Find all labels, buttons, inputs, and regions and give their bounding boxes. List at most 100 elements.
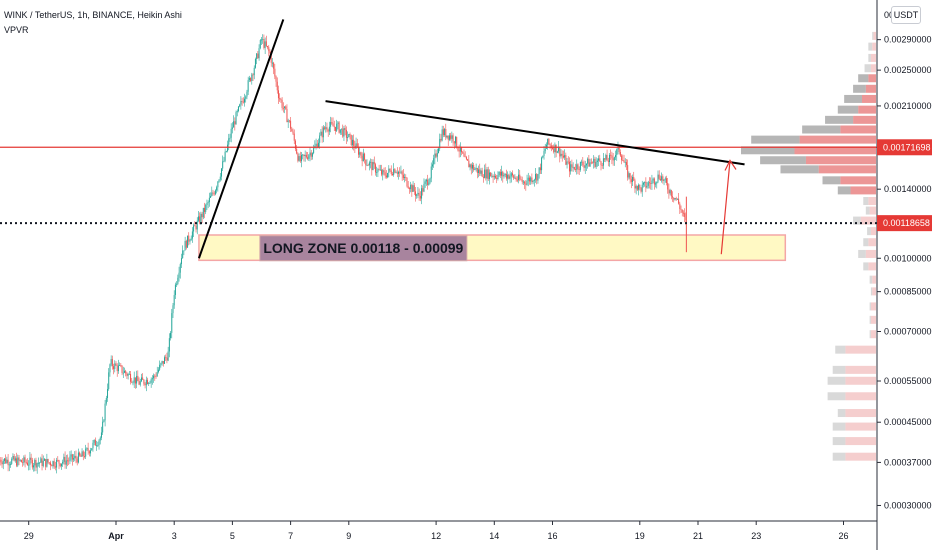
candle-body <box>139 381 141 385</box>
candle-body <box>165 357 167 359</box>
currency-button[interactable]: USDT <box>891 6 921 24</box>
vp-bar-down <box>840 176 876 185</box>
vp-bar-up <box>832 452 846 461</box>
candle-body <box>478 169 480 173</box>
candle-body <box>450 135 452 139</box>
vp-bar-up <box>837 105 859 114</box>
vp-bar-up <box>827 376 846 385</box>
candle-body <box>8 464 10 466</box>
candle-body <box>39 462 41 464</box>
candle-body <box>245 96 247 99</box>
vp-bar-down <box>845 422 876 431</box>
candle-body <box>562 155 564 158</box>
candle-body <box>413 185 415 192</box>
candle-body <box>341 128 343 130</box>
candle-body <box>556 151 558 153</box>
candle-body <box>263 39 265 48</box>
candle-body <box>250 77 252 81</box>
candle-body <box>554 144 556 153</box>
candle-body <box>448 135 450 140</box>
candle-body <box>233 121 235 128</box>
candle-body <box>404 177 406 179</box>
candle-body <box>384 172 386 176</box>
candle-body <box>132 382 134 384</box>
vp-bar-down <box>799 135 876 144</box>
vp-bar-down <box>818 165 876 174</box>
candle-body <box>97 445 99 446</box>
y-tick-label: 0.00030000 <box>884 500 932 510</box>
candle-body <box>610 154 612 156</box>
candle-body <box>239 104 241 107</box>
candle-body <box>373 162 375 165</box>
candle-body <box>228 138 230 145</box>
target-arrow-head <box>724 159 737 171</box>
candle-body <box>670 190 672 197</box>
candle-body <box>516 179 518 181</box>
candle-body <box>351 139 353 146</box>
candle-body <box>191 231 193 239</box>
candle-body <box>640 187 642 192</box>
candle-body <box>434 153 436 159</box>
candle-body <box>499 171 501 176</box>
vp-bar-down <box>845 452 876 461</box>
candle-body <box>395 172 397 174</box>
vp-bar-up <box>869 275 873 284</box>
candle-body <box>485 169 487 179</box>
vp-bar-up <box>863 238 869 247</box>
candle-body <box>126 373 128 376</box>
candle-body <box>531 177 533 183</box>
candle-body <box>348 134 350 138</box>
candle-body <box>153 375 155 379</box>
candle-body <box>47 459 49 463</box>
candle-body <box>99 437 101 441</box>
y-tick-label: 0.00250000 <box>884 65 932 75</box>
candle-body <box>24 457 26 463</box>
candle-body <box>182 250 184 259</box>
candle-body <box>684 213 686 217</box>
candle-body <box>45 459 47 467</box>
vp-bar-up <box>869 330 871 339</box>
vp-bar-up <box>868 42 873 51</box>
candle-body <box>514 177 516 179</box>
candle-body <box>467 159 469 161</box>
candle-body <box>622 160 624 162</box>
resistance-price-tag-bg <box>877 139 932 156</box>
candle-body <box>616 149 618 156</box>
candle-body <box>279 98 281 100</box>
candle-body <box>682 212 684 214</box>
candle-body <box>439 138 441 149</box>
candle-body <box>145 379 147 386</box>
candle-body <box>558 146 560 152</box>
candle-body <box>435 153 437 157</box>
candle-body <box>133 377 135 383</box>
candle-body <box>217 181 219 188</box>
candle-body <box>642 182 644 185</box>
candle-body <box>264 41 266 48</box>
candle-body <box>242 101 244 103</box>
candle-body <box>23 457 25 463</box>
x-tick-label: 26 <box>838 531 848 541</box>
candle-body <box>35 459 37 468</box>
candle-body <box>561 153 563 156</box>
vp-bar-up <box>870 287 873 296</box>
candle-body <box>281 100 283 108</box>
candle-body <box>193 225 195 232</box>
candle-body <box>604 158 606 160</box>
candle-body <box>504 173 506 176</box>
candle-body <box>116 365 118 372</box>
candle-body <box>113 366 115 370</box>
candle-body <box>465 157 467 160</box>
candle-body <box>433 158 435 165</box>
candle-body <box>577 164 579 170</box>
candle-body <box>205 204 207 212</box>
zone-label-text: LONG ZONE 0.00118 - 0.00099 <box>263 240 463 256</box>
candle-body <box>68 460 70 462</box>
vp-bar-up <box>863 262 869 271</box>
candle-body <box>150 379 152 383</box>
vp-bar-up <box>825 115 854 124</box>
zone-label-bg <box>259 235 468 262</box>
candle-body <box>488 172 490 180</box>
candle-body <box>237 106 239 112</box>
candle-body <box>618 146 620 153</box>
